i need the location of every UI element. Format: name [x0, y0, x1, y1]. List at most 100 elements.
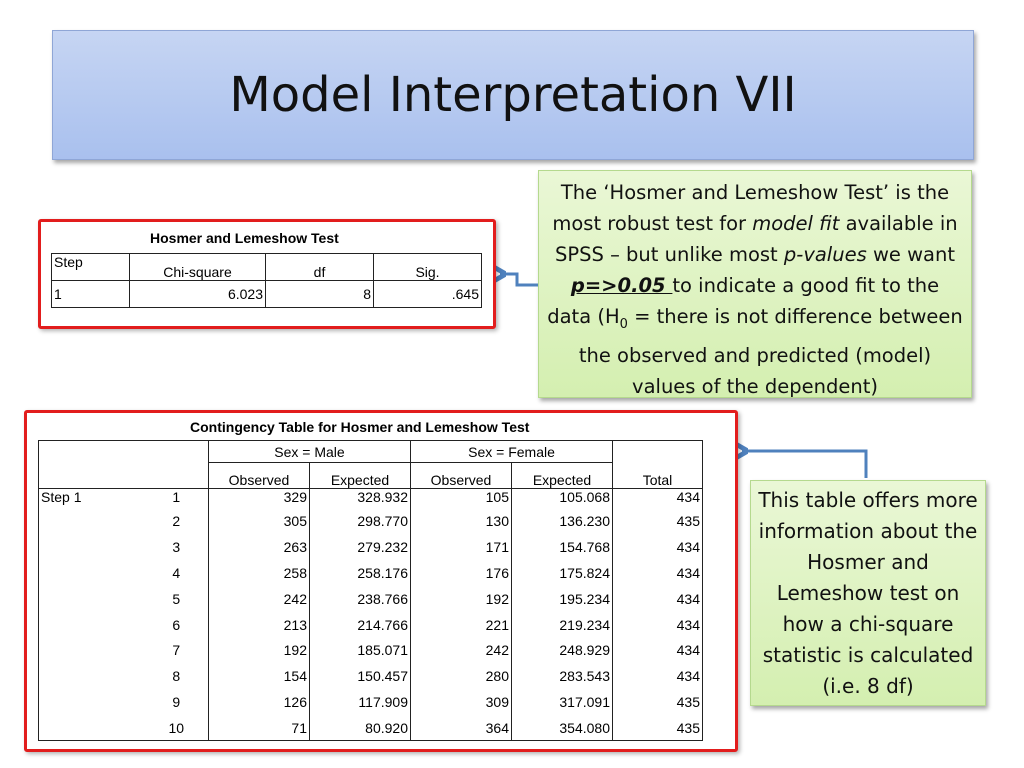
row-total: 434	[612, 585, 703, 612]
note-text-3: we want	[866, 243, 955, 266]
row-step-label	[38, 585, 145, 612]
row-step-label	[38, 611, 145, 638]
row-step-label	[38, 508, 145, 535]
row-group: 6	[144, 611, 209, 638]
title-banner: Model Interpretation VII	[52, 30, 974, 160]
note-text-2: available in SPSS – but unlike most	[555, 212, 958, 266]
row-total: 434	[612, 560, 703, 586]
callout-note-contingency: This table offers more information about…	[750, 480, 986, 706]
row-female-expected: 105.068	[511, 488, 613, 509]
row-female-observed: 171	[410, 534, 512, 561]
row-step-label	[38, 637, 145, 664]
row-male-expected: 117.909	[309, 689, 411, 715]
row-group: 9	[144, 689, 209, 715]
table-row: 4 258 258.176 176 175.824 434	[38, 560, 703, 586]
row-total: 434	[612, 488, 703, 509]
table-row: 10 71 80.920 364 354.080 435	[38, 714, 703, 742]
row-step-label	[38, 534, 145, 561]
row-male-observed: 305	[208, 508, 310, 535]
table-row: 8 154 150.457 280 283.543 434	[38, 663, 703, 690]
table-row: 3 263 279.232 171 154.768 434	[38, 534, 703, 561]
row-male-observed: 71	[208, 714, 310, 742]
group-male: Sex = Male	[208, 440, 411, 463]
table-row: Step 1 1 329 328.932 105 105.068 434	[38, 488, 703, 509]
row-female-observed: 130	[410, 508, 512, 535]
row-male-expected: 150.457	[309, 663, 411, 690]
note-text-1: The ‘Hosmer and Lemeshow Test’ is the mo…	[552, 181, 950, 235]
row-male-observed: 192	[208, 637, 310, 664]
slide-title: Model Interpretation VII	[229, 67, 797, 123]
header-male-expected: Expected	[309, 462, 411, 489]
note-bottom-text: This table offers more information about…	[758, 488, 978, 698]
row-female-expected: 175.824	[511, 560, 613, 586]
row-step-label	[38, 714, 145, 742]
cell-chi-square: 6.023	[129, 280, 266, 308]
row-female-expected: 317.091	[511, 689, 613, 715]
row-group: 2	[144, 508, 209, 535]
row-male-expected: 258.176	[309, 560, 411, 586]
row-male-expected: 214.766	[309, 611, 411, 638]
row-step-label: Step 1	[38, 488, 145, 509]
row-male-expected: 328.932	[309, 488, 411, 509]
row-female-expected: 219.234	[511, 611, 613, 638]
table-row: 6 213 214.766 221 219.234 434	[38, 611, 703, 638]
row-total: 434	[612, 637, 703, 664]
row-step-label	[38, 560, 145, 586]
table-row: 2 305 298.770 130 136.230 435	[38, 508, 703, 535]
row-female-expected: 136.230	[511, 508, 613, 535]
note-threshold: p=>0.05	[570, 274, 673, 297]
cell-sig: .645	[373, 280, 482, 308]
header-female-expected: Expected	[511, 462, 613, 489]
hl-test-title: Hosmer and Lemeshow Test	[150, 230, 339, 246]
row-male-observed: 126	[208, 689, 310, 715]
row-female-expected: 195.234	[511, 585, 613, 612]
cell-df: 8	[265, 280, 374, 308]
table-row: 1 6.023 8 .645	[51, 280, 482, 308]
row-female-expected: 248.929	[511, 637, 613, 664]
row-male-expected: 185.071	[309, 637, 411, 664]
row-total: 434	[612, 611, 703, 638]
row-step-label	[38, 663, 145, 690]
row-step-label	[38, 689, 145, 715]
row-group: 8	[144, 663, 209, 690]
table-row: 5 242 238.766 192 195.234 434	[38, 585, 703, 612]
hl-test-table: Step Chi-square df Sig. 1 6.023 8 .645	[51, 253, 482, 308]
row-total: 435	[612, 689, 703, 715]
row-female-observed: 364	[410, 714, 512, 742]
row-female-expected: 354.080	[511, 714, 613, 742]
table-row: 9 126 117.909 309 317.091 435	[38, 689, 703, 715]
row-female-expected: 154.768	[511, 534, 613, 561]
sub-header-row: Observed Expected Observed Expected Tota…	[38, 462, 703, 489]
row-male-observed: 154	[208, 663, 310, 690]
row-female-observed: 309	[410, 689, 512, 715]
row-female-observed: 176	[410, 560, 512, 586]
contingency-title: Contingency Table for Hosmer and Lemesho…	[190, 419, 530, 435]
row-male-observed: 263	[208, 534, 310, 561]
row-group: 10	[144, 714, 209, 742]
row-male-expected: 238.766	[309, 585, 411, 612]
header-sig: Sig.	[373, 253, 482, 281]
row-group: 5	[144, 585, 209, 612]
row-male-expected: 80.920	[309, 714, 411, 742]
note-subscript: 0	[619, 316, 628, 332]
arrow-to-contingency-table	[742, 451, 868, 478]
row-female-observed: 280	[410, 663, 512, 690]
header-female-observed: Observed	[410, 462, 512, 489]
row-group: 4	[144, 560, 209, 586]
row-group: 3	[144, 534, 209, 561]
header-male-observed: Observed	[208, 462, 310, 489]
note-text-4: to indicate a good fit to the data (H	[547, 274, 940, 328]
row-male-observed: 258	[208, 560, 310, 586]
header-chi-square: Chi-square	[129, 253, 266, 281]
arrow-to-hl-table	[500, 274, 538, 287]
row-male-observed: 242	[208, 585, 310, 612]
row-female-observed: 221	[410, 611, 512, 638]
row-total: 435	[612, 714, 703, 742]
row-total: 434	[612, 663, 703, 690]
row-group: 1	[144, 488, 209, 509]
row-male-observed: 213	[208, 611, 310, 638]
header-total: Total	[612, 462, 703, 489]
row-male-expected: 279.232	[309, 534, 411, 561]
row-group: 7	[144, 637, 209, 664]
